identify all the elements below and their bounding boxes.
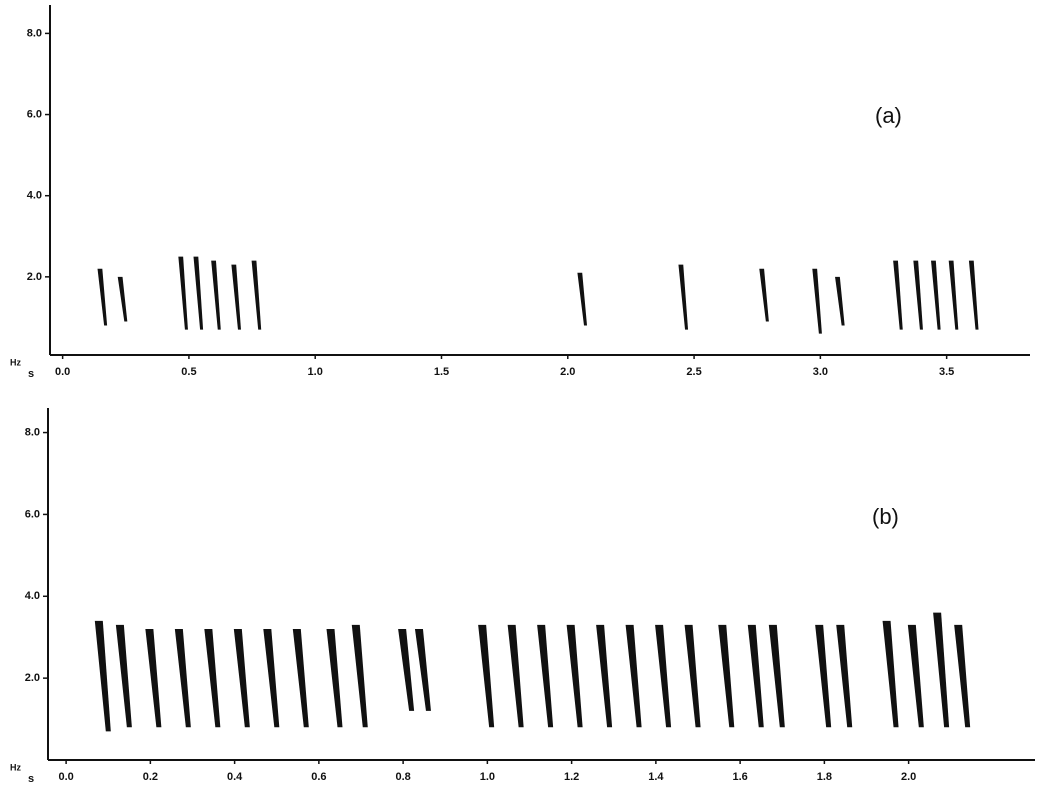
y-tick-label: 4.0 [27, 190, 42, 202]
syllable [233, 629, 250, 728]
y-tick-label: 8.0 [27, 27, 42, 39]
syllable [351, 624, 368, 728]
syllable [596, 624, 613, 728]
syllable [97, 268, 108, 326]
syllable [968, 260, 979, 330]
x-tick-label: 1.5 [434, 366, 449, 378]
y-tick-label: 6.0 [25, 508, 40, 520]
syllable [537, 624, 554, 728]
syllable [193, 256, 204, 330]
x-tick-label: 1.2 [564, 771, 579, 783]
syllable [174, 629, 191, 728]
y-tick-label: 8.0 [25, 426, 40, 438]
syllable [145, 629, 162, 728]
x-tick-label: 2.5 [686, 366, 701, 378]
x-tick-label: 1.6 [732, 771, 747, 783]
x-tick-label: 0.0 [58, 771, 73, 783]
syllable [948, 260, 959, 330]
syllable [913, 260, 923, 330]
x-tick-label: 3.0 [813, 366, 828, 378]
syllable [835, 276, 845, 326]
syllable [204, 629, 221, 728]
y-unit: Hz [10, 357, 21, 367]
syllable [678, 264, 689, 330]
syllable [251, 260, 262, 330]
syllable [117, 276, 128, 322]
syllable [759, 268, 769, 322]
x-tick-label: 1.0 [480, 771, 495, 783]
x-tick-label: 0.6 [311, 771, 326, 783]
syllable [836, 624, 853, 728]
syllable [398, 629, 415, 711]
syllable [115, 624, 132, 728]
syllable [625, 624, 642, 728]
syllable [933, 612, 950, 728]
syllable [178, 256, 188, 330]
syllable [815, 624, 832, 728]
syllable [954, 624, 971, 728]
syllable [907, 624, 924, 728]
x-tick-label: 2.0 [901, 771, 916, 783]
syllable [478, 624, 495, 728]
panel-label: (a) [875, 103, 902, 128]
syllable [211, 260, 221, 330]
y-tick-label: 2.0 [25, 672, 40, 684]
y-tick-label: 2.0 [27, 271, 42, 283]
syllable [882, 620, 899, 728]
x-tick-label: 0.2 [143, 771, 158, 783]
x-tick-label: 0.5 [181, 366, 196, 378]
syllable [812, 268, 822, 334]
syllable [326, 629, 343, 728]
syllable [231, 264, 241, 330]
x-tick-label: 1.0 [308, 366, 323, 378]
syllable [893, 260, 903, 330]
syllable [507, 624, 524, 728]
syllable [566, 624, 583, 728]
syllable [94, 620, 111, 732]
syllable [931, 260, 941, 330]
y-unit: Hz [10, 762, 21, 772]
x-tick-label: 0.4 [227, 771, 243, 783]
y-tick-label: 6.0 [27, 108, 42, 120]
panel-label: (b) [872, 504, 899, 529]
syllable [684, 624, 701, 728]
syllable [292, 629, 309, 728]
syllable [414, 629, 431, 711]
syllable [718, 624, 735, 728]
x-tick-label: 0.8 [395, 771, 410, 783]
x-tick-label: 3.5 [939, 366, 954, 378]
x-tick-label: 1.8 [817, 771, 832, 783]
syllable [747, 624, 764, 728]
syllable [577, 272, 588, 326]
syllable [768, 624, 785, 728]
syllable [655, 624, 672, 728]
syllable [263, 629, 280, 728]
x-tick-label: 0.0 [55, 366, 70, 378]
x-unit: s [28, 368, 34, 380]
x-tick-label: 1.4 [648, 771, 664, 783]
x-unit: s [28, 773, 34, 785]
y-tick-label: 4.0 [25, 590, 40, 602]
x-tick-label: 2.0 [560, 366, 575, 378]
